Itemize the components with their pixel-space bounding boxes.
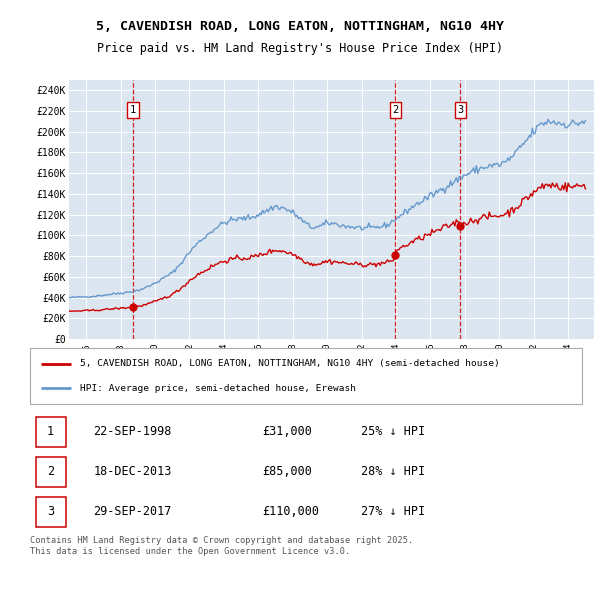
FancyBboxPatch shape (35, 497, 66, 527)
Text: £85,000: £85,000 (262, 466, 312, 478)
FancyBboxPatch shape (35, 417, 66, 447)
FancyBboxPatch shape (35, 457, 66, 487)
Text: Price paid vs. HM Land Registry's House Price Index (HPI): Price paid vs. HM Land Registry's House … (97, 42, 503, 55)
Text: £110,000: £110,000 (262, 505, 319, 518)
Text: 2: 2 (392, 105, 398, 115)
FancyBboxPatch shape (30, 348, 582, 404)
Text: 3: 3 (457, 105, 464, 115)
Text: 28% ↓ HPI: 28% ↓ HPI (361, 466, 425, 478)
Text: 22-SEP-1998: 22-SEP-1998 (94, 425, 172, 438)
Text: 25% ↓ HPI: 25% ↓ HPI (361, 425, 425, 438)
Text: 18-DEC-2013: 18-DEC-2013 (94, 466, 172, 478)
Text: 2: 2 (47, 466, 54, 478)
Text: 1: 1 (130, 105, 136, 115)
Text: £31,000: £31,000 (262, 425, 312, 438)
Text: 1: 1 (47, 425, 54, 438)
Text: 5, CAVENDISH ROAD, LONG EATON, NOTTINGHAM, NG10 4HY: 5, CAVENDISH ROAD, LONG EATON, NOTTINGHA… (96, 20, 504, 33)
Text: 29-SEP-2017: 29-SEP-2017 (94, 505, 172, 518)
Text: 3: 3 (47, 505, 54, 518)
Text: 27% ↓ HPI: 27% ↓ HPI (361, 505, 425, 518)
Text: 5, CAVENDISH ROAD, LONG EATON, NOTTINGHAM, NG10 4HY (semi-detached house): 5, CAVENDISH ROAD, LONG EATON, NOTTINGHA… (80, 359, 499, 368)
Text: Contains HM Land Registry data © Crown copyright and database right 2025.
This d: Contains HM Land Registry data © Crown c… (30, 536, 413, 556)
Text: HPI: Average price, semi-detached house, Erewash: HPI: Average price, semi-detached house,… (80, 384, 356, 393)
